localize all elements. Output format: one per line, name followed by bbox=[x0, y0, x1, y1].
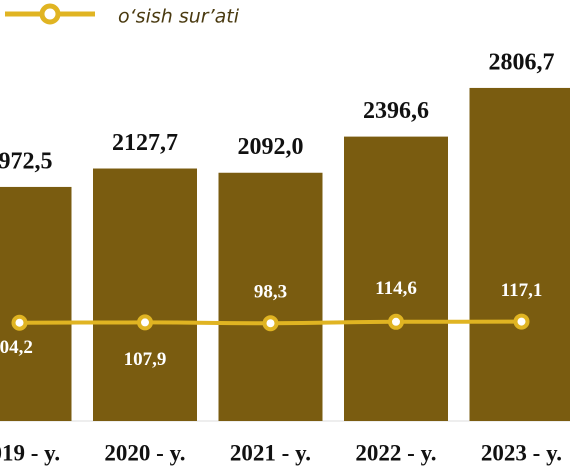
line-value-label: 98,3 bbox=[254, 282, 287, 303]
line-marker bbox=[262, 315, 279, 332]
x-tick-label: 2021 - y. bbox=[230, 440, 311, 465]
legend-marker bbox=[39, 3, 61, 25]
x-tick-label: 2023 - y. bbox=[481, 440, 562, 465]
bar bbox=[218, 172, 323, 421]
bar-value-label: 2806,7 bbox=[489, 49, 555, 75]
line-value-label: 114,6 bbox=[375, 278, 417, 299]
x-tick-label: 2022 - y. bbox=[355, 440, 436, 465]
legend-label: o‘sish sur’ati bbox=[118, 6, 240, 28]
line-marker bbox=[137, 314, 153, 331]
bar bbox=[0, 186, 72, 421]
bar-value-label: 1972,5 bbox=[0, 148, 53, 174]
x-tick-label: 2020 - y. bbox=[104, 440, 185, 465]
x-tick-label: 2019 - y. bbox=[0, 440, 60, 465]
line-marker bbox=[513, 313, 530, 330]
line-marker bbox=[388, 313, 404, 330]
bar-value-label: 2092,0 bbox=[238, 134, 304, 160]
bar bbox=[344, 136, 448, 422]
bar-value-label: 2127,7 bbox=[112, 130, 178, 156]
line-value-label: 117,1 bbox=[501, 280, 543, 301]
line-value-label: 107,9 bbox=[124, 349, 167, 370]
bar bbox=[93, 168, 197, 421]
line-marker bbox=[11, 314, 28, 331]
line-value-label: 104,2 bbox=[0, 337, 33, 358]
bar bbox=[469, 87, 570, 421]
bar-value-label: 2396,6 bbox=[363, 98, 429, 124]
